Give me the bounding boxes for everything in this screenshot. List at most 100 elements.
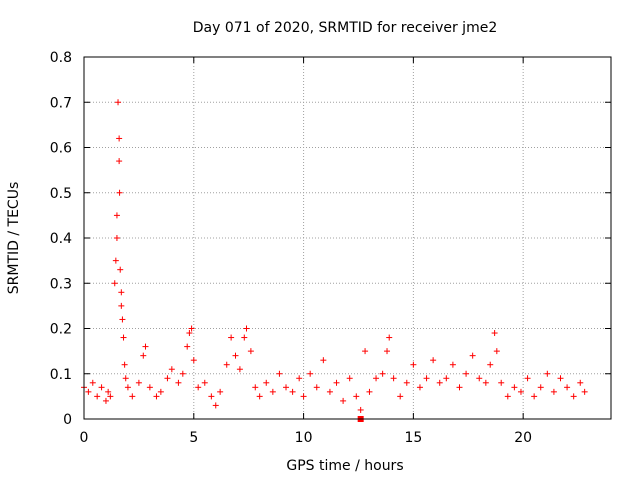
data-point: [188, 325, 195, 332]
data-point: [511, 384, 518, 391]
data-point: [241, 334, 248, 341]
data-point: [85, 388, 92, 395]
data-point: [296, 375, 303, 382]
data-point: [184, 343, 191, 350]
data-point: [122, 375, 129, 382]
data-point: [493, 348, 500, 355]
data-point: [157, 388, 164, 395]
data-point: [256, 393, 263, 400]
data-point: [94, 393, 101, 400]
data-point: [228, 334, 235, 341]
data-point: [289, 388, 296, 395]
data-point: [120, 334, 127, 341]
data-point: [252, 384, 259, 391]
data-point: [320, 357, 327, 364]
data-point: [201, 379, 208, 386]
data-point: [168, 366, 175, 373]
data-point: [116, 158, 123, 165]
data-point: [98, 384, 105, 391]
data-point: [186, 330, 193, 337]
data-point: [300, 393, 307, 400]
data-point: [491, 330, 498, 337]
data-point: [557, 375, 564, 382]
y-axis-label: SRMTID / TECUs: [6, 182, 22, 295]
data-point: [517, 388, 524, 395]
x-tick-label: 0: [80, 430, 89, 446]
data-point: [153, 393, 160, 400]
data-point: [212, 402, 219, 409]
data-point: [179, 370, 186, 377]
data-point: [469, 352, 476, 359]
data-point: [524, 375, 531, 382]
data-point: [397, 393, 404, 400]
data-point: [129, 393, 136, 400]
x-tick-label: 10: [295, 430, 313, 446]
data-point: [146, 384, 153, 391]
data-point: [430, 357, 437, 364]
data-point: [142, 343, 149, 350]
data-point: [443, 375, 450, 382]
data-point: [247, 348, 254, 355]
data-point: [307, 370, 314, 377]
data-point: [276, 370, 283, 377]
data-point: [243, 325, 250, 332]
data-point: [236, 366, 243, 373]
y-tick-label: 0.6: [50, 141, 72, 157]
data-point: [105, 388, 112, 395]
data-point: [482, 379, 489, 386]
data-point: [102, 397, 109, 404]
data-point: [117, 266, 124, 273]
data-point: [135, 379, 142, 386]
data-point: [140, 352, 147, 359]
data-point: [119, 316, 126, 323]
data-point: [416, 384, 423, 391]
data-point: [498, 379, 505, 386]
data-point: [113, 235, 120, 241]
data-point: [410, 361, 417, 368]
data-point: [353, 393, 360, 400]
x-axis-label: GPS time / hours: [286, 458, 403, 474]
data-point: [504, 393, 511, 400]
data-point: [357, 406, 364, 413]
data-point: [190, 357, 197, 364]
data-point: [423, 375, 430, 382]
data-point: [113, 212, 120, 219]
data-point: [463, 370, 470, 377]
data-point: [366, 388, 373, 395]
data-point: [362, 348, 369, 355]
data-point: [386, 334, 393, 341]
data-point: [564, 384, 571, 391]
data-point: [436, 379, 443, 386]
data-point: [340, 397, 347, 404]
y-tick-label: 0: [63, 412, 72, 428]
data-point: [263, 379, 270, 386]
data-point: [313, 384, 320, 391]
y-tick-label: 0.3: [50, 276, 72, 292]
data-point: [111, 280, 118, 287]
data-point: [223, 361, 230, 368]
data-point: [373, 375, 380, 382]
data-point: [115, 99, 122, 106]
data-point: [384, 348, 391, 355]
data-point: [121, 361, 128, 368]
x-tick-label: 5: [189, 430, 198, 446]
data-point: [581, 388, 588, 395]
data-point: [379, 370, 386, 377]
data-point: [164, 375, 171, 382]
data-point: [175, 379, 182, 386]
data-points-layer: [81, 99, 588, 422]
y-tick-label: 0.1: [50, 367, 72, 383]
data-point: [476, 375, 483, 382]
data-point: [403, 379, 410, 386]
data-point: [124, 384, 131, 391]
data-point: [487, 361, 494, 368]
tick-layer: 0 0.1 0.2 0.3 0.4 0.5 0.6 0.7 0.8 0 5 10 15 20: [50, 50, 611, 446]
data-point: [107, 393, 114, 400]
x-tick-label: 15: [404, 430, 422, 446]
data-point: [232, 352, 239, 359]
y-tick-label: 0.4: [50, 231, 72, 247]
data-point: [537, 384, 544, 391]
data-point: [346, 375, 353, 382]
